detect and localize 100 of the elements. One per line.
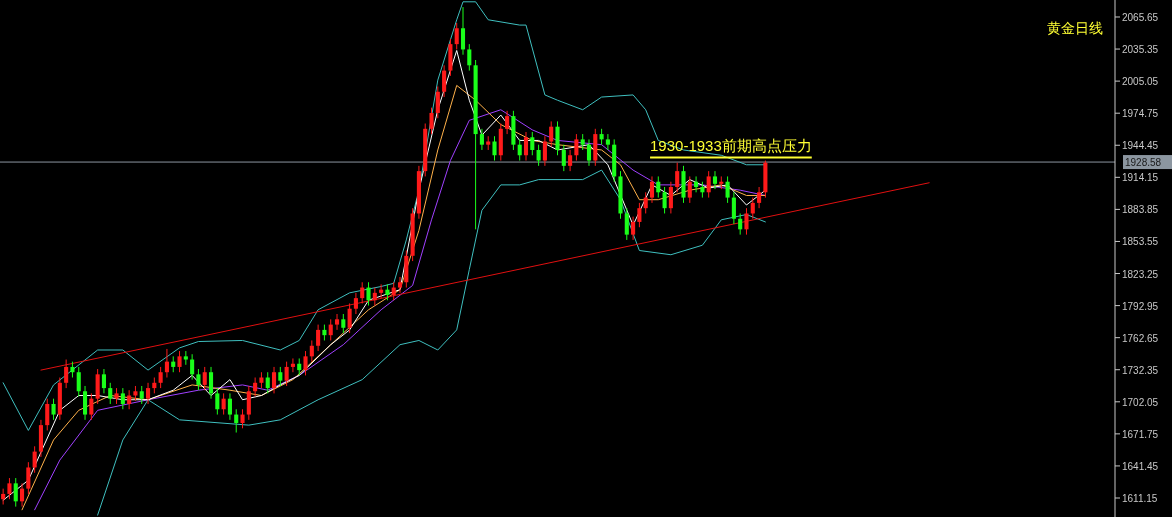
candlestick bbox=[435, 85, 440, 119]
candlestick bbox=[624, 207, 629, 241]
candlestick bbox=[360, 281, 365, 304]
candlestick bbox=[643, 191, 648, 214]
candlestick bbox=[20, 482, 25, 508]
candlestick bbox=[196, 368, 201, 391]
y-tick-label: 1823.25 bbox=[1122, 268, 1159, 280]
candlestick bbox=[605, 133, 610, 151]
candlestick bbox=[265, 371, 270, 394]
candlestick bbox=[202, 366, 207, 391]
candlestick bbox=[316, 324, 321, 352]
y-tick-label: 1671.75 bbox=[1122, 428, 1159, 440]
candlestick bbox=[631, 216, 636, 241]
candlestick bbox=[253, 377, 258, 398]
candlestick bbox=[757, 186, 762, 209]
candlestick bbox=[467, 43, 472, 72]
candlestick bbox=[303, 350, 308, 376]
candlestick bbox=[108, 382, 113, 405]
y-tick-label: 1883.85 bbox=[1122, 204, 1159, 216]
candlestick bbox=[83, 385, 88, 421]
candlestick bbox=[284, 361, 289, 387]
candlestick bbox=[649, 175, 655, 204]
candlestick bbox=[687, 175, 692, 204]
candlestick bbox=[549, 120, 554, 148]
candlestick bbox=[271, 366, 277, 394]
y-tick-label: 1853.55 bbox=[1122, 236, 1159, 248]
candlestick bbox=[429, 107, 434, 135]
y-tick-label: 1914.15 bbox=[1122, 172, 1159, 184]
candlestick bbox=[240, 408, 245, 429]
y-tick-label: 2065.65 bbox=[1122, 11, 1159, 23]
candlestick bbox=[731, 191, 736, 225]
candlestick bbox=[738, 212, 743, 236]
candlestick bbox=[127, 389, 132, 410]
candlestick bbox=[694, 175, 699, 193]
candlestick bbox=[45, 398, 50, 431]
candlestick bbox=[234, 408, 239, 434]
candlestick bbox=[460, 6, 466, 56]
candlestick bbox=[505, 110, 510, 135]
y-tick-label: 1974.75 bbox=[1122, 108, 1159, 120]
y-tick-label: 1762.65 bbox=[1122, 332, 1159, 344]
candlestick bbox=[536, 144, 541, 167]
candlestick bbox=[366, 281, 371, 307]
candlestick bbox=[341, 313, 346, 334]
line-series bbox=[2, 1, 766, 431]
candlestick bbox=[221, 392, 226, 416]
y-tick-label: 1944.45 bbox=[1122, 140, 1159, 152]
candlestick bbox=[64, 359, 69, 389]
y-tick-label: 2035.35 bbox=[1122, 44, 1159, 56]
candlestick bbox=[309, 339, 314, 363]
candlestick bbox=[227, 392, 232, 421]
candlestick bbox=[101, 368, 106, 394]
candlestick bbox=[712, 170, 718, 190]
candlestick bbox=[89, 392, 94, 421]
candlestick bbox=[706, 170, 711, 199]
candlestick bbox=[517, 138, 522, 162]
y-tick-label: 1732.35 bbox=[1122, 364, 1159, 376]
candlestick bbox=[744, 207, 749, 236]
candlestick bbox=[215, 387, 220, 416]
candlestick bbox=[347, 302, 352, 334]
candlestick bbox=[561, 144, 566, 172]
candlestick bbox=[7, 477, 12, 500]
candlestick bbox=[164, 348, 169, 379]
candlestick bbox=[379, 283, 384, 299]
candlestick bbox=[145, 382, 151, 405]
candlestick bbox=[120, 387, 125, 410]
candlestick bbox=[454, 22, 459, 50]
y-tick-label: 1611.15 bbox=[1122, 493, 1158, 504]
candlestick bbox=[190, 353, 195, 381]
ref-line-label: 1928.58 bbox=[1125, 157, 1162, 169]
y-tick-label: 1702.05 bbox=[1122, 396, 1159, 408]
candlestick bbox=[568, 149, 573, 172]
candlestick bbox=[246, 385, 251, 421]
candlestick bbox=[51, 398, 56, 421]
candlestick bbox=[668, 181, 673, 214]
candlestick bbox=[158, 366, 163, 389]
candlestick bbox=[26, 461, 31, 495]
candlestick bbox=[13, 477, 18, 508]
candlestick bbox=[442, 64, 447, 98]
line-series bbox=[97, 169, 766, 516]
candlestick bbox=[530, 131, 535, 156]
candlestick bbox=[750, 197, 755, 220]
candlestick bbox=[675, 162, 680, 193]
candlestick bbox=[523, 131, 529, 162]
candlestick bbox=[586, 138, 592, 167]
candlestick bbox=[328, 318, 333, 341]
candlestick bbox=[662, 186, 667, 214]
candlestick bbox=[32, 445, 37, 474]
candlestick bbox=[290, 357, 295, 373]
y-tick-label: 2005.05 bbox=[1122, 76, 1159, 88]
candlestick bbox=[1, 488, 6, 506]
y-tick-label: 1641.45 bbox=[1122, 460, 1159, 472]
candlestick bbox=[397, 276, 403, 294]
candlestick bbox=[637, 202, 642, 228]
candlestick bbox=[278, 366, 283, 387]
y-tick-label: 1792.95 bbox=[1122, 300, 1159, 312]
candlestick bbox=[542, 135, 547, 167]
candlestick bbox=[334, 313, 340, 331]
candlestick bbox=[76, 366, 81, 398]
candlestick bbox=[725, 175, 730, 204]
candlestick bbox=[492, 135, 497, 162]
